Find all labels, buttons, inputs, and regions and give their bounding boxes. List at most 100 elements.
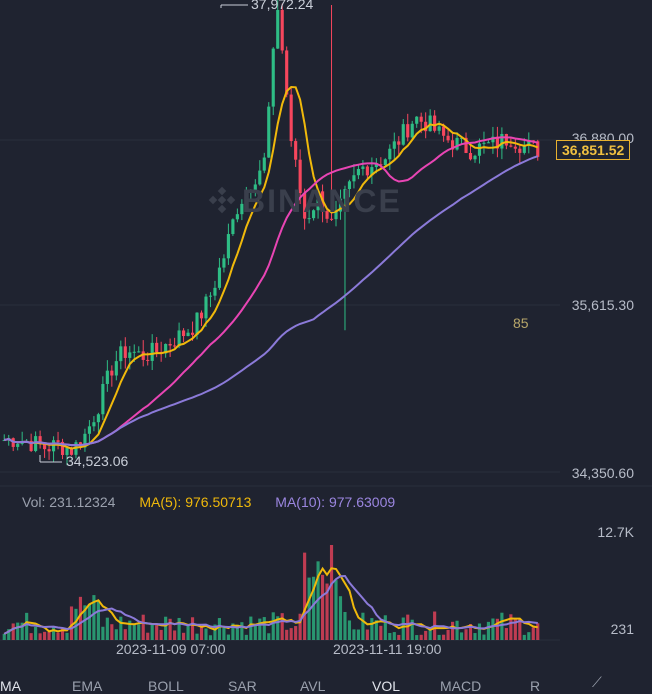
volume-bar — [119, 616, 123, 640]
candle-body — [464, 137, 468, 153]
volume-bar — [276, 616, 280, 640]
tab-avl[interactable]: AVL — [300, 678, 326, 694]
volume-bar — [468, 623, 473, 640]
volume-bar — [334, 580, 338, 640]
floating-label: 85 — [513, 315, 529, 331]
volume-bar — [60, 627, 65, 640]
volume-bar — [123, 629, 127, 640]
candle-body — [244, 190, 248, 204]
time-label-2: 2023-11-11 19:00 — [333, 641, 442, 657]
candle-body — [56, 440, 60, 442]
volume-bar — [370, 618, 374, 640]
candle-body — [312, 210, 316, 219]
volume-bar — [137, 624, 141, 640]
candle-body — [60, 441, 65, 455]
volume-bar — [518, 618, 522, 640]
volume-bar — [392, 632, 396, 640]
candle-body — [459, 137, 464, 139]
candle-body — [65, 447, 69, 455]
volume-bar — [320, 574, 325, 640]
candle-body — [383, 159, 387, 166]
candle-body — [325, 211, 329, 219]
tab-sar[interactable]: SAR — [228, 678, 257, 694]
volume-bar — [110, 624, 114, 640]
candle-body — [455, 137, 459, 150]
volume-bar — [294, 626, 298, 640]
candle-body — [96, 414, 100, 423]
candle-body — [105, 370, 109, 384]
volume-bar — [249, 616, 253, 640]
volume-bar — [280, 613, 284, 640]
volume-bar — [415, 635, 419, 640]
volume-bar — [473, 633, 477, 640]
candle-body — [217, 267, 222, 288]
volume-bar — [128, 620, 132, 640]
candle-body — [536, 141, 540, 157]
volume-bar — [289, 628, 293, 640]
candle-body — [240, 203, 244, 215]
candlesticks — [2, 0, 540, 466]
candle-body — [468, 152, 473, 160]
candle-body — [307, 218, 311, 220]
tab-vol[interactable]: VOL — [372, 678, 401, 694]
candle-body — [428, 115, 432, 132]
candle-body — [329, 218, 334, 220]
candle-body — [401, 124, 405, 145]
candle-body — [437, 126, 441, 131]
chart-settings-icon[interactable]: ⟋ — [592, 674, 602, 690]
volume-header: Vol: 231.12324 MA(5): 976.50713 MA(10): … — [22, 494, 415, 510]
volume-bar — [504, 628, 508, 640]
candle-body — [513, 146, 517, 149]
volume-bar — [83, 605, 87, 640]
candle-body — [276, 9, 280, 49]
candle-body — [119, 346, 123, 362]
volume-bar — [164, 616, 168, 640]
volume-bar — [495, 618, 499, 640]
volume-bar — [536, 623, 540, 640]
candle-body — [168, 343, 172, 346]
volume-bar — [56, 632, 60, 640]
volume-bar — [177, 617, 181, 640]
volume-bar — [208, 635, 213, 640]
volume-bar — [477, 623, 482, 640]
tab-boll[interactable]: BOLL — [148, 678, 184, 694]
candle-body — [451, 140, 455, 150]
tab-macd[interactable]: MACD — [440, 678, 482, 694]
candle-body — [195, 312, 199, 335]
candle-body — [415, 116, 419, 124]
volume-axis-bottom: 231 — [610, 621, 634, 637]
volume-axis-top: 12.7K — [597, 524, 634, 540]
candle-body — [522, 145, 526, 153]
candle-body — [164, 343, 168, 354]
candle-body — [365, 166, 369, 176]
volume-bar — [150, 623, 154, 640]
candle-body — [356, 168, 360, 176]
candle-body — [110, 370, 114, 376]
tab-ma[interactable]: MA — [0, 678, 21, 694]
volume-bar — [253, 625, 257, 640]
volume-bar — [401, 617, 405, 640]
tab-r[interactable]: R — [530, 678, 541, 694]
high-label: 37,972.24 — [251, 0, 314, 12]
candle-body — [204, 296, 208, 319]
volume-bar — [347, 620, 352, 640]
candle-body — [132, 351, 136, 353]
candle-body — [29, 440, 33, 451]
volume-bar — [92, 595, 96, 640]
candle-body — [388, 148, 392, 160]
candle-body — [51, 440, 56, 452]
volume-bar — [437, 634, 441, 640]
tab-ema[interactable]: EMA — [72, 678, 103, 694]
volume-bar — [329, 545, 334, 640]
candle-body — [137, 351, 141, 353]
volume-bar — [20, 622, 24, 640]
candle-body — [258, 170, 262, 185]
volume-bar — [361, 612, 365, 640]
volume-bar — [527, 632, 531, 640]
binance-logo-icon — [208, 186, 236, 214]
candle-body — [114, 361, 118, 376]
volume-bar — [379, 625, 383, 640]
volume-bar — [338, 596, 343, 640]
candle-body — [123, 346, 127, 358]
